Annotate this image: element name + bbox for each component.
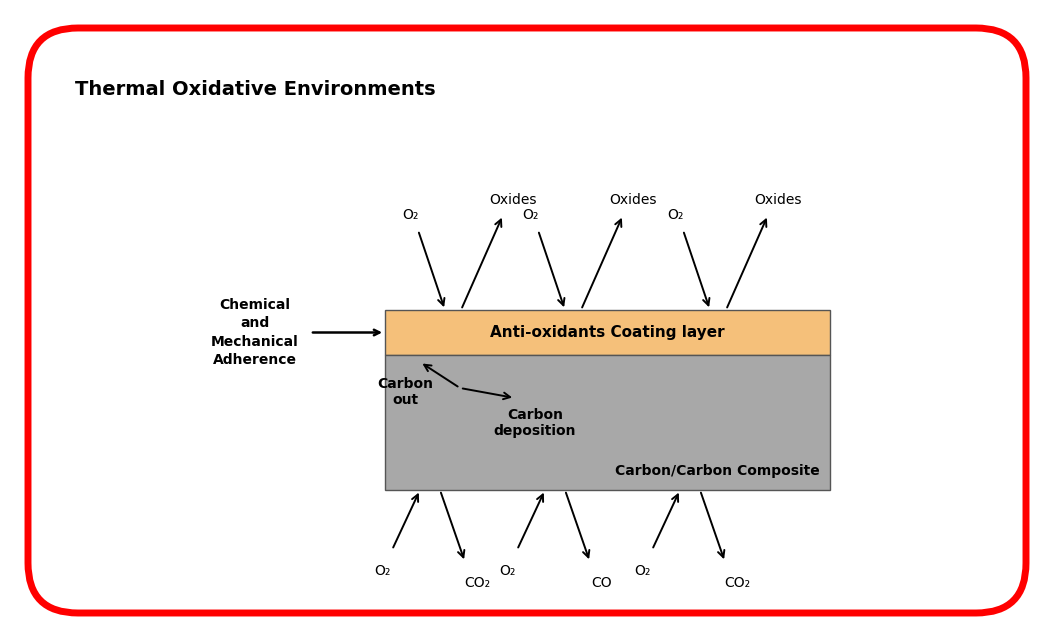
Text: Oxides: Oxides [489,193,536,207]
Text: O₂: O₂ [633,564,650,578]
FancyBboxPatch shape [28,28,1026,613]
Text: Anti-oxidants Coating layer: Anti-oxidants Coating layer [490,325,725,340]
Text: Carbon
out: Carbon out [377,377,433,407]
Text: O₂: O₂ [374,564,390,578]
Bar [385,355,829,490]
Text: CO₂: CO₂ [724,576,750,590]
Text: Oxides: Oxides [609,193,657,207]
Text: CO₂: CO₂ [464,576,490,590]
Text: Carbon/Carbon Composite: Carbon/Carbon Composite [616,464,820,478]
Text: CO: CO [591,576,612,590]
Bar [385,310,829,355]
Text: O₂: O₂ [667,208,683,222]
Text: Oxides: Oxides [755,193,802,207]
Text: O₂: O₂ [402,208,418,222]
Text: Carbon
deposition: Carbon deposition [493,408,577,438]
Text: Thermal Oxidative Environments: Thermal Oxidative Environments [75,80,435,99]
Text: Chemical
and
Mechanical
Adherence: Chemical and Mechanical Adherence [211,298,299,367]
Text: O₂: O₂ [499,564,515,578]
Text: O₂: O₂ [522,208,539,222]
